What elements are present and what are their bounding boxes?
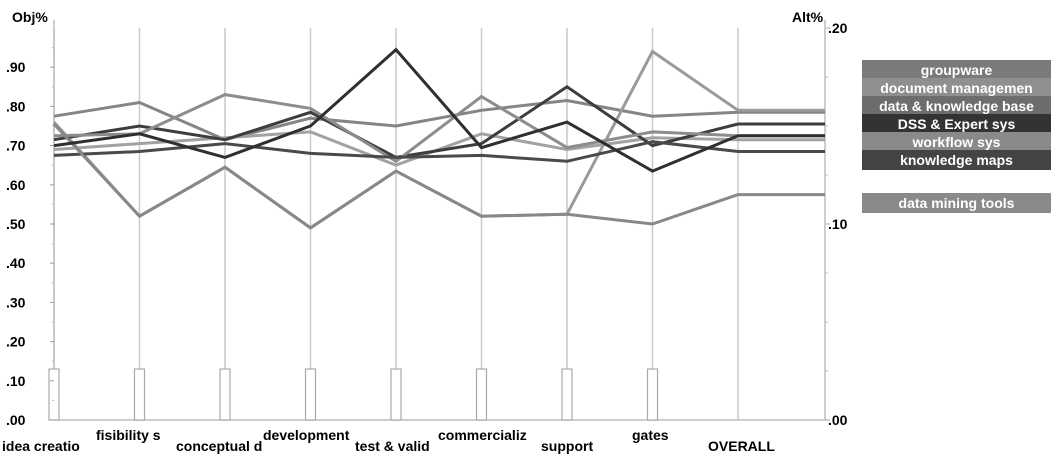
category-label: support [541,438,593,454]
legend-label: knowledge maps [900,152,1013,168]
left-tick-label: .90 [6,59,26,75]
left-tick-label: .70 [6,138,26,154]
series-line [53,98,739,142]
series-line [52,122,739,230]
objective-weight-bar [133,368,146,421]
category-label: OVERALL [708,438,775,454]
category-label: development [263,427,350,443]
legend-label: groupware [920,62,993,78]
legend-item-data-mining-tools: data mining tools [862,193,1051,213]
category-label: commercializ [438,427,527,443]
legend-label: DSS & Expert sys [897,116,1016,132]
objective-weight-bar [219,368,231,421]
legend-label: workflow sys [912,134,1001,150]
right-axis-label: Alt% [792,9,824,25]
left-tick-label: .30 [6,294,26,310]
legend-label: data & knowledge base [879,98,1034,114]
left-tick-label: .10 [6,373,26,389]
legend-label: document managemen [880,80,1033,96]
legend-item-workflow-sys: workflow sys [862,132,1051,152]
series-line [53,93,739,164]
objective-weight-bar [390,368,402,421]
objective-weight-bar [646,368,659,421]
objective-weight-bar [475,368,488,421]
right-tick-label: .20 [828,20,848,36]
category-label: conceptual d [176,438,262,454]
category-label: test & valid [355,438,430,454]
category-label: fisibility s [96,427,161,443]
right-tick-label: .00 [828,412,848,428]
series-line [53,47,739,173]
series-line [53,140,739,163]
legend-item-document-management: document managemen [862,78,1051,98]
left-tick-label: .60 [6,177,26,193]
category-label: gates [632,427,669,443]
legend-item-groupware: groupware [862,60,1051,80]
left-tick-label: .80 [6,98,26,114]
objective-weight-bar [561,368,573,421]
right-tick-label: .10 [828,216,848,232]
left-tick-label: .20 [6,334,26,350]
left-tick-label: .50 [6,216,26,232]
objective-weight-bar [48,368,60,421]
legend-item-dss-expert-sys: DSS & Expert sys [862,114,1051,134]
legend-item-data-knowledge-base: data & knowledge base [862,96,1051,116]
objective-weight-bar [304,368,317,421]
left-tick-label: .40 [6,255,26,271]
legend-item-knowledge-maps: knowledge maps [862,150,1051,170]
left-axis-label: Obj% [12,9,48,25]
category-label: idea creatio [2,438,80,454]
legend-label: data mining tools [898,195,1015,211]
left-tick-label: .00 [6,412,26,428]
